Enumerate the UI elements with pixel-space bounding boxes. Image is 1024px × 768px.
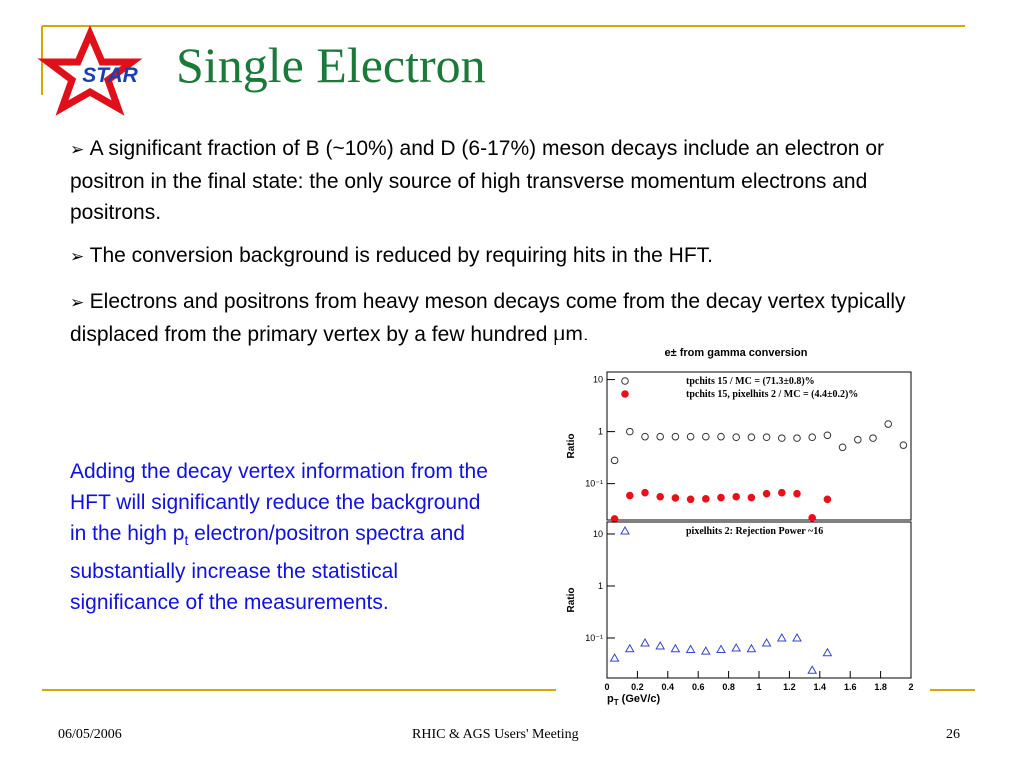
bullet: A significant fraction of B (~10%) and D…: [70, 133, 950, 228]
y-tick-label: 1: [598, 427, 603, 437]
plot-title: e± from gamma conversion: [665, 347, 808, 359]
data-point: [717, 493, 725, 502]
data-point: [762, 433, 771, 442]
x-tick-label: 1.4: [814, 682, 827, 692]
legend-label: tpchits 15 / MC = (71.3±0.8)%: [686, 376, 815, 387]
data-point: [702, 495, 710, 503]
figure-bg: [556, 340, 928, 708]
x-tick-label: 0: [604, 682, 609, 692]
x-tick-label: 2: [908, 682, 913, 692]
data-point: [620, 525, 630, 535]
data-point: [778, 434, 786, 442]
x-label-rest: (GeV/c): [619, 693, 661, 705]
data-point: [776, 632, 787, 642]
data-point: [731, 643, 742, 652]
note-text: electron/positron spectra and substantia…: [70, 522, 465, 615]
y-tick-label: 1: [598, 581, 603, 591]
x-axis-label: pT (GeV/c): [607, 693, 661, 707]
data-point: [655, 641, 666, 650]
x-tick-label: 0.2: [631, 682, 644, 692]
data-point: [610, 515, 619, 523]
data-point: [823, 431, 832, 440]
data-point: [732, 492, 740, 501]
data-point: [624, 643, 635, 653]
data-point: [610, 456, 619, 465]
plot-frame: [606, 371, 912, 521]
data-point: [808, 433, 817, 442]
data-point: [670, 643, 681, 653]
data-point: [762, 489, 771, 498]
x-tick-label: 0.6: [692, 682, 705, 692]
logo-text: STAR: [82, 64, 138, 87]
note-sub: t: [184, 532, 189, 549]
x-label-sub: T: [614, 698, 619, 707]
data-point: [621, 377, 629, 385]
x-tick-label: 1.6: [844, 682, 857, 692]
data-point: [869, 434, 877, 442]
data-point: [641, 488, 649, 497]
data-point: [838, 443, 847, 452]
note: Adding the decay vertex information from…: [70, 456, 500, 618]
x-tick-label: 1.8: [874, 682, 887, 692]
data-point: [671, 432, 680, 441]
footer-meeting: RHIC & AGS Users' Meeting: [412, 727, 579, 742]
data-point: [747, 433, 756, 442]
y-tick-label: 10: [593, 529, 603, 539]
data-point: [700, 646, 711, 655]
logo-star: [37, 25, 143, 116]
data-point: [793, 434, 801, 442]
x-tick-label: 1: [756, 682, 761, 692]
figure: pT (GeV/c) e± from gamma conversion Ratio…: [556, 340, 928, 708]
legend-label: pixelhits 2: Rejection Power ~16: [686, 526, 823, 537]
y-tick-label: 10: [593, 375, 603, 385]
data-point: [656, 432, 664, 441]
footer-page: 26: [946, 727, 960, 742]
data-point: [656, 492, 664, 501]
data-point: [792, 632, 802, 642]
data-point: [732, 433, 740, 442]
data-point: [793, 489, 801, 498]
data-point: [823, 495, 832, 504]
data-point: [747, 493, 756, 502]
data-point: [778, 488, 786, 497]
data-point: [761, 638, 772, 647]
data-point: [626, 491, 634, 500]
data-point: [621, 390, 629, 398]
x-label: p: [607, 693, 614, 705]
bullet: Electrons and positrons from heavy meson…: [70, 286, 950, 350]
x-tick-label: 0.8: [722, 682, 735, 692]
data-point: [640, 638, 650, 647]
data-point: [702, 432, 710, 441]
data-point: [609, 653, 620, 662]
x-tick-label: 1.2: [783, 682, 796, 692]
bullet: The conversion background is reduced by …: [70, 240, 950, 273]
data-point: [884, 420, 893, 428]
data-point: [899, 441, 908, 449]
data-point: [641, 432, 649, 441]
data-point: [808, 514, 817, 522]
legend-label: tpchits 15, pixelhits 2 / MC = (4.4±0.2)…: [686, 389, 858, 400]
data-point: [686, 495, 695, 504]
y-tick-label: 10⁻¹: [585, 633, 603, 643]
note-text: Adding the decay vertex information from…: [70, 460, 488, 545]
y-axis-label: Ratio: [566, 434, 577, 459]
y-tick-label: 10⁻¹: [585, 479, 603, 489]
slide-title: Single Electron: [176, 37, 486, 93]
y-axis-label: Ratio: [566, 588, 577, 613]
data-point: [854, 435, 862, 444]
data-point: [717, 432, 725, 441]
data-point: [626, 427, 634, 436]
data-point: [746, 643, 757, 653]
data-point: [807, 665, 818, 674]
x-tick-label: 0.4: [662, 682, 675, 692]
data-point: [686, 432, 695, 441]
data-point: [671, 494, 680, 502]
data-point: [685, 644, 696, 654]
data-point: [822, 647, 833, 657]
data-point: [716, 644, 726, 654]
footer-date: 06/05/2006: [58, 727, 122, 742]
